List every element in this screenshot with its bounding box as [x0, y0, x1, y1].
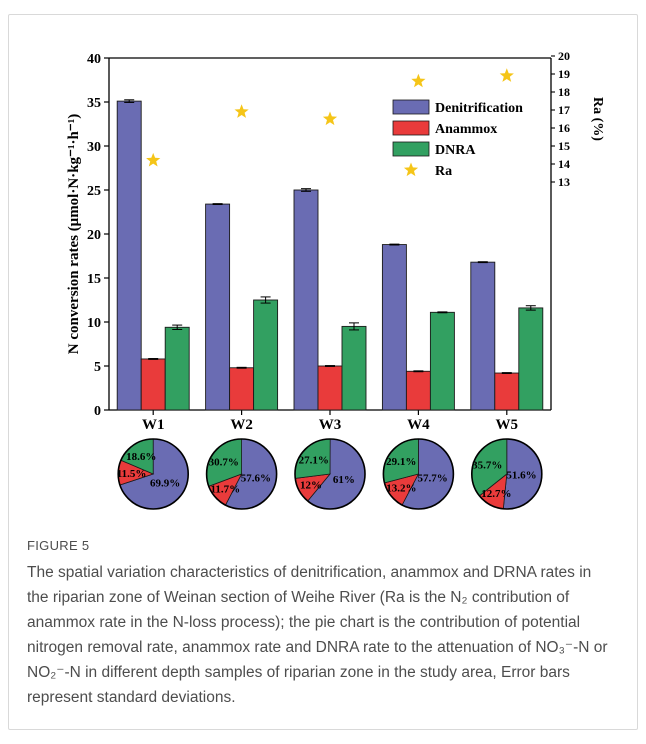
bar: [317, 365, 343, 411]
pie-label: 13.2%: [386, 483, 416, 495]
pie-outline: [470, 438, 543, 510]
pie-label: 61%: [333, 474, 355, 486]
plot-area: 0 5 10 15 20 25 30 35 40 13 14 15 16 17 18 19 20 N conver…: [66, 49, 605, 433]
bar: [494, 372, 520, 411]
pie-charts: 69.9%11.5% 18.6% 57.6%11.7% 30.7% 61% 12% 27.1…: [117, 438, 543, 510]
figure-caption-text: The spatial variation characteristics of…: [27, 564, 608, 706]
bar: [140, 358, 166, 411]
combined-chart: 0 5 10 15 20 25 30 35 40 13 14 15 16 17 18 19 20 N conver…: [66, 49, 605, 510]
y-tick-label: 0: [94, 404, 101, 419]
ra-star: [234, 104, 249, 118]
pie-label: 11.7%: [211, 483, 241, 495]
bar: [164, 326, 190, 411]
bar: [293, 189, 319, 411]
pie-label: 12%: [300, 479, 322, 491]
bar: [381, 244, 407, 411]
y2-axis-title: Ra (%): [590, 97, 605, 141]
pie-label: 51.6%: [506, 470, 536, 482]
pie-label: 12.7%: [481, 488, 511, 500]
pie-outline: [382, 438, 455, 510]
pie-label: 57.7%: [418, 473, 448, 485]
pie-outline: [205, 438, 278, 510]
y-tick-label: 30: [87, 140, 101, 155]
bar: [205, 203, 231, 411]
y-tick-label: 25: [87, 184, 101, 199]
y-tick-label: 40: [87, 52, 101, 67]
y-tick-label: 35: [87, 96, 101, 111]
pie-label: 35.7%: [472, 460, 502, 472]
ra-star: [411, 73, 426, 88]
legend-swatch: [392, 99, 430, 115]
bar: [429, 311, 455, 411]
legend-label: Ra: [435, 164, 452, 179]
y-tick-label: 5: [94, 360, 101, 375]
pie-label: 57.6%: [241, 472, 271, 484]
bar: [341, 325, 367, 411]
legend-label: Denitrification: [435, 101, 523, 116]
pie-label: 30.7%: [209, 457, 239, 469]
ra-star: [499, 68, 514, 82]
legend-swatch: [392, 141, 430, 157]
legend-label: DNRA: [435, 143, 476, 158]
y2-tick-label: 14: [558, 157, 570, 171]
pie-label: 29.1%: [386, 456, 416, 468]
pie-outline: [117, 438, 189, 510]
legend-star: [403, 162, 419, 177]
y-tick-label: 20: [87, 228, 101, 243]
bar: [116, 100, 142, 411]
legend-swatch: [392, 120, 430, 136]
figure-caption: FIGURE 5 The spatial variation character…: [27, 538, 617, 710]
ra-star: [322, 111, 338, 126]
y2-tick-label: 19: [558, 67, 570, 81]
x-tick-label: W3: [319, 417, 342, 433]
y-tick-label: 15: [87, 272, 101, 287]
x-tick-label: W5: [496, 417, 519, 433]
y2-tick-label: 17: [558, 103, 570, 117]
pie-label: 69.9%: [150, 478, 180, 490]
y2-tick-label: 18: [558, 85, 570, 99]
pie-outline: [294, 438, 366, 510]
bar: [518, 307, 544, 411]
x-tick-label: W2: [230, 417, 253, 433]
y2-tick-label: 15: [558, 139, 570, 153]
bar: [405, 370, 431, 411]
bar: [253, 299, 279, 411]
y2-tick-label: 16: [558, 121, 570, 135]
x-tick-label: W1: [142, 417, 165, 433]
bar: [470, 261, 496, 411]
figure-label: FIGURE 5: [27, 538, 90, 553]
y2-tick-label: 13: [558, 175, 570, 189]
y-tick-label: 10: [87, 316, 101, 331]
pie-label: 18.6%: [126, 451, 156, 463]
bar: [229, 367, 255, 411]
y2-tick-label: 20: [558, 49, 570, 63]
legend-label: Anammox: [435, 122, 497, 137]
pie-label: 27.1%: [299, 455, 329, 467]
x-tick-label: W4: [407, 417, 430, 433]
y-axis-title: N conversion rates (μmol·N·kg⁻¹·h⁻¹): [66, 114, 82, 354]
ra-star: [146, 152, 161, 167]
pie-label: 11.5%: [117, 468, 147, 480]
figure-frame: [8, 14, 638, 730]
